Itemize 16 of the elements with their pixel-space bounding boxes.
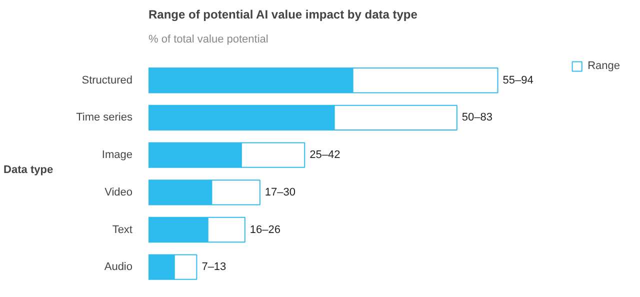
chart-subtitle: % of total value potential <box>148 34 268 46</box>
y-axis-title: Data type <box>4 164 54 176</box>
legend-label: Range <box>588 60 620 72</box>
y-tick-label: Audio <box>104 261 133 274</box>
total-label: 17–30 <box>264 186 296 198</box>
chart-title: Range of potential AI value impact by data type <box>148 8 418 22</box>
y-tick-label: Structured <box>82 74 133 86</box>
total-label: 16–26 <box>250 224 280 236</box>
total-label: 25–42 <box>310 149 340 162</box>
y-tick-label: Time series <box>76 112 133 124</box>
total-label: 55–94 <box>502 74 534 86</box>
y-tick-label: Text <box>112 224 133 236</box>
y-tick-label: Image <box>102 149 133 162</box>
total-label: 50–83 <box>462 112 493 124</box>
total-label: 7–13 <box>202 261 226 274</box>
y-tick-label: Video <box>104 186 132 198</box>
